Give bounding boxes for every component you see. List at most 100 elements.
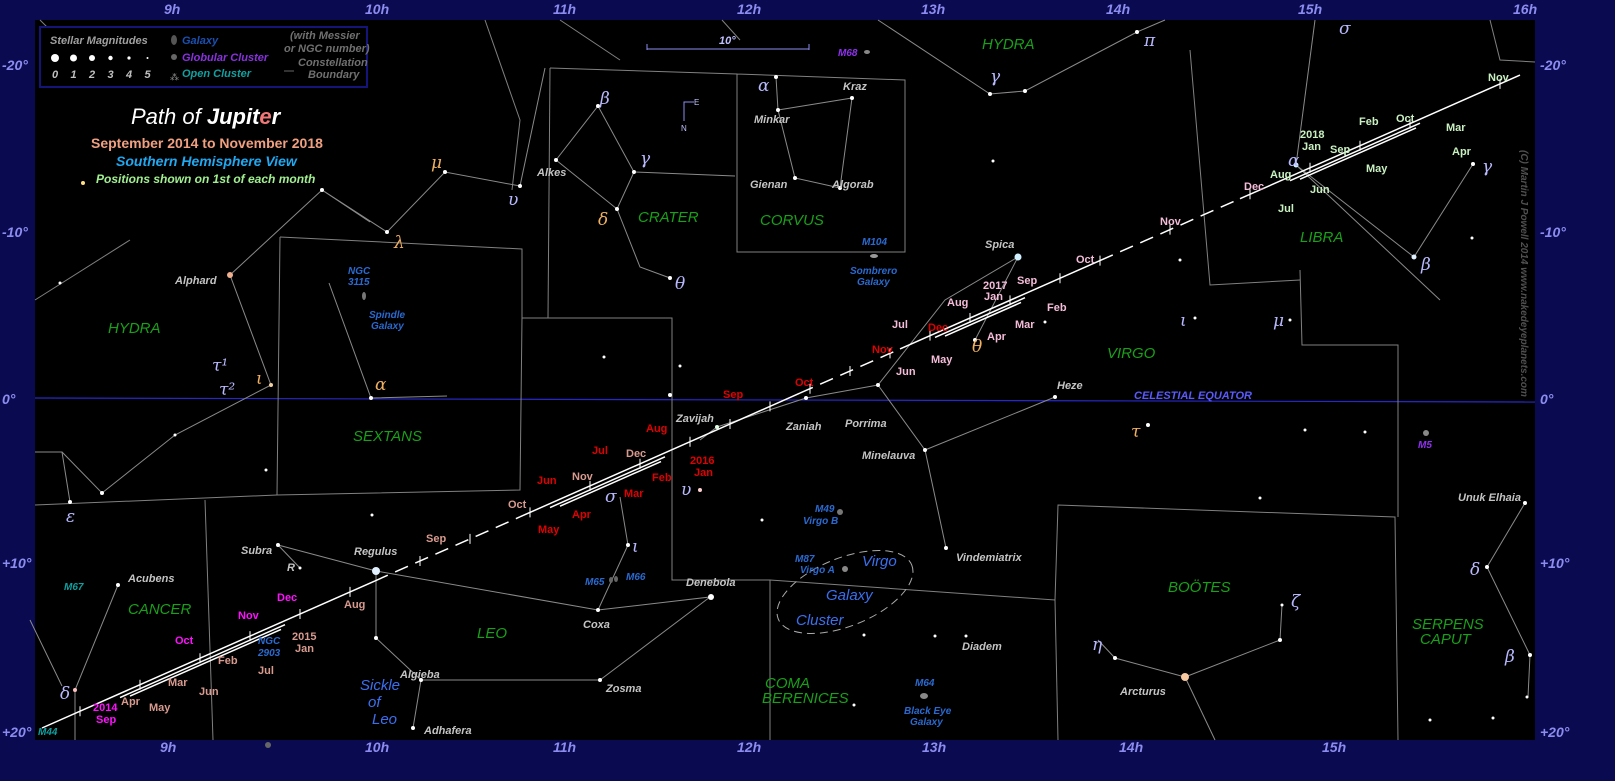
star-dot xyxy=(554,158,558,162)
deep-sky-label: Virgo B xyxy=(803,516,838,527)
magnitude-label: 5 xyxy=(145,69,152,81)
star-dot xyxy=(276,543,280,547)
month-label: Sep xyxy=(426,533,446,545)
path-segment xyxy=(41,580,376,729)
greek-letter: α xyxy=(375,375,387,395)
star-label: Adhafera xyxy=(423,725,472,737)
boundary-line xyxy=(34,494,278,506)
month-label: Oct xyxy=(1396,113,1415,125)
month-label: Apr xyxy=(121,696,141,708)
dec-label-right: -10° xyxy=(1540,224,1566,240)
greek-letter: γ xyxy=(990,67,1001,87)
boundary-line xyxy=(1489,19,1536,63)
month-label: Aug xyxy=(344,599,365,611)
constellation-line xyxy=(519,67,546,187)
dec-label-right: +10° xyxy=(1540,555,1570,571)
constellation-label: CORVUS xyxy=(760,212,824,229)
dec-label-right: +20° xyxy=(1540,724,1570,740)
deep-sky-label: Black Eye xyxy=(904,706,952,717)
month-label: Nov xyxy=(1160,216,1182,228)
month-label: Jul xyxy=(892,319,908,331)
deep-sky-label: M44 xyxy=(38,727,58,738)
star-dot xyxy=(1146,423,1150,427)
month-label: Apr xyxy=(987,331,1007,343)
constellation-line xyxy=(1184,676,1216,741)
star-dot xyxy=(1113,656,1117,660)
star-dot xyxy=(385,230,389,234)
star-dot xyxy=(1135,30,1139,34)
star-dot xyxy=(596,104,600,108)
subtitle-dates: September 2014 to November 2018 xyxy=(91,135,323,151)
dec-label-left: +10° xyxy=(2,555,32,571)
star-dot xyxy=(838,186,842,190)
ra-label-top: 13h xyxy=(921,1,945,17)
ra-label-top: 14h xyxy=(1106,1,1130,17)
scale-bar: 10° xyxy=(646,35,810,50)
compass-north: N xyxy=(681,124,687,133)
month-label: Jan xyxy=(984,291,1003,303)
dec-label-left: -20° xyxy=(2,57,28,73)
magnitude-label: 3 xyxy=(108,69,114,81)
constellation-label: SEXTANS xyxy=(353,428,422,445)
ra-label-bottom: 14h xyxy=(1119,739,1143,755)
ra-label-top: 10h xyxy=(365,1,389,17)
deep-sky-label: Galaxy xyxy=(857,277,890,288)
star-dot xyxy=(1471,162,1475,166)
copyright: (C) Martin J Powell 2014 www.nakedeyepla… xyxy=(1518,150,1529,397)
ra-label-bottom: 10h xyxy=(365,739,389,755)
constellation-label: SERPENS xyxy=(1412,616,1484,633)
path-segment xyxy=(899,259,1101,350)
star-label: Alkes xyxy=(536,167,566,179)
greek-letter: ι xyxy=(1180,311,1187,331)
star-dot xyxy=(1278,638,1282,642)
month-label: Oct xyxy=(508,499,527,511)
month-label: 2014 xyxy=(93,702,118,714)
greek-letter: ε xyxy=(66,507,75,527)
deep-sky-label: NGC xyxy=(258,636,281,647)
star-dot xyxy=(58,281,62,285)
constellation-label: HYDRA xyxy=(108,320,161,337)
deep-sky-label: M5 xyxy=(1418,440,1432,451)
star-dot xyxy=(708,594,714,600)
ra-label-bottom: 13h xyxy=(922,739,946,755)
deep-sky-label: M87 xyxy=(795,554,815,565)
dec-label-left: -10° xyxy=(2,224,28,240)
ra-label-top: 11h xyxy=(553,1,576,17)
deep-sky-object xyxy=(614,576,618,582)
constellation-line xyxy=(974,256,1019,341)
star-label: Minkar xyxy=(754,114,790,126)
star-label: Heze xyxy=(1057,380,1083,392)
star-dot xyxy=(411,726,415,730)
month-label: 2015 xyxy=(292,631,316,643)
month-label: Jan xyxy=(694,467,713,479)
feature-label: Virgo xyxy=(862,553,897,570)
star-label: Diadem xyxy=(962,641,1002,653)
greek-letter: τ¹ xyxy=(212,356,228,376)
month-label: Nov xyxy=(572,471,594,483)
star-dot xyxy=(1043,320,1047,324)
path-segment xyxy=(559,460,662,507)
greek-letter: υ xyxy=(508,190,518,210)
star-dot xyxy=(1528,653,1532,657)
star-dot xyxy=(1470,236,1474,240)
deep-sky-label: 3115 xyxy=(348,277,370,288)
month-label: Aug xyxy=(646,423,667,435)
month-label: May xyxy=(149,702,171,714)
month-label: Sep xyxy=(1017,275,1037,287)
title-planet-end: r xyxy=(272,104,282,129)
deep-sky-label: Spindle xyxy=(369,310,406,321)
legend-globular: Globular Cluster xyxy=(182,52,269,64)
month-label: Aug xyxy=(1270,169,1291,181)
constellation-line xyxy=(277,544,301,569)
star-dot xyxy=(1023,89,1027,93)
deep-sky-label: Galaxy xyxy=(371,321,404,332)
magnitude-label: 0 xyxy=(52,69,59,81)
star-dot xyxy=(678,364,682,368)
star-dot xyxy=(372,567,380,575)
star-dot xyxy=(804,396,808,400)
month-label: Dec xyxy=(928,322,948,334)
star-dot xyxy=(1363,430,1367,434)
star-dot xyxy=(1178,258,1182,262)
star-dot xyxy=(760,518,764,522)
compass-east: E xyxy=(694,98,699,107)
